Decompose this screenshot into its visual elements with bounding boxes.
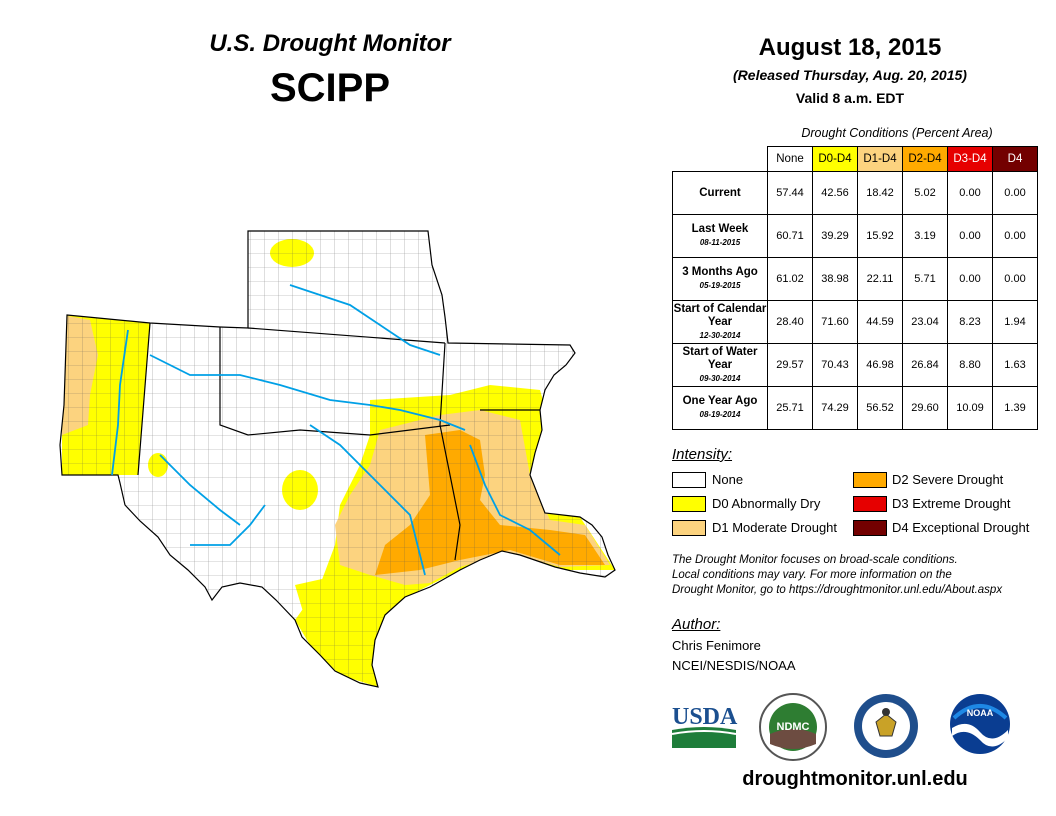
legend-label-d3: D3 Extreme Drought — [892, 496, 1011, 511]
table-cell: 0.00 — [947, 171, 993, 215]
table-row: Last Week 08-11-2015 60.71 39.29 15.92 3.… — [672, 214, 1038, 258]
legend-label-d0: D0 Abnormally Dry — [712, 496, 821, 511]
table-cell: 60.71 — [767, 214, 813, 258]
table-cell: 1.39 — [992, 386, 1038, 430]
table-cell: 25.71 — [767, 386, 813, 430]
col-header-none: None — [767, 146, 813, 172]
table-cell: 70.43 — [812, 343, 858, 387]
table-cell: 0.00 — [992, 257, 1038, 301]
table-cell: 0.00 — [992, 214, 1038, 258]
svg-text:USDA: USDA — [672, 704, 738, 730]
table-cell: 61.02 — [767, 257, 813, 301]
table-cell: 22.11 — [857, 257, 903, 301]
usda-logo: USDA — [671, 704, 738, 748]
table-cell: 0.00 — [992, 171, 1038, 215]
svg-text:NDMC: NDMC — [777, 721, 810, 733]
col-header-d0-d4: D0-D4 — [812, 146, 858, 172]
table-cell: 10.09 — [947, 386, 993, 430]
col-header-d2-d4: D2-D4 — [902, 146, 948, 172]
legend-swatch-d4 — [853, 520, 887, 536]
table-cell: 1.63 — [992, 343, 1038, 387]
table-cell: 1.94 — [992, 300, 1038, 344]
valid-time: Valid 8 a.m. EDT — [795, 90, 905, 106]
release-date: (Released Thursday, Aug. 20, 2015) — [733, 67, 967, 83]
noaa-logo: NOAA — [950, 694, 1010, 754]
table-cell: 74.29 — [812, 386, 858, 430]
ndmc-logo: NDMC — [759, 693, 827, 761]
map-date: August 18, 2015 — [758, 34, 942, 61]
note-line: Drought Monitor, go to https://droughtmo… — [672, 584, 1003, 596]
table-cell: 5.71 — [902, 257, 948, 301]
table-cell: 23.04 — [902, 300, 948, 344]
author-label: Author: — [672, 616, 721, 633]
legend-swatch-d1 — [672, 520, 706, 536]
svg-text:NOAA: NOAA — [967, 708, 994, 718]
row-label-start-of-calendar-year: Start of Calendar Year 12-30-2014 — [672, 300, 768, 344]
table-row: 3 Months Ago 05-19-2015 61.02 38.98 22.11… — [672, 257, 1038, 301]
table-cell: 26.84 — [902, 343, 948, 387]
table-header-row: None D0-D4 D1-D4 D2-D4 D3-D4 D4 — [673, 146, 1038, 172]
table-cell: 57.44 — [767, 171, 813, 215]
table-row: Start of Water Year 09-30-2014 29.57 70.4… — [672, 343, 1038, 387]
table-caption: Drought Conditions (Percent Area) — [801, 126, 993, 140]
col-header-d3-d4: D3-D4 — [947, 146, 993, 172]
legend-label-d4: D4 Exceptional Drought — [892, 520, 1030, 535]
doc-seal-logo — [854, 694, 918, 758]
table-cell: 56.52 — [857, 386, 903, 430]
table-cell: 29.57 — [767, 343, 813, 387]
legend-title: Intensity: — [672, 446, 733, 463]
table-cell: 42.56 — [812, 171, 858, 215]
row-label-last-week: Last Week 08-11-2015 — [672, 214, 768, 258]
table-cell: 44.59 — [857, 300, 903, 344]
table-cell: 0.00 — [947, 214, 993, 258]
table-header-blank — [673, 147, 768, 172]
table-row: Current 57.44 42.56 18.42 5.02 0.00 0.00 — [672, 171, 1038, 215]
table-cell: 38.98 — [812, 257, 858, 301]
table-cell: 28.40 — [767, 300, 813, 344]
row-label-start-of-water-year: Start of Water Year 09-30-2014 — [672, 343, 768, 387]
table-row: One Year Ago 08-19-2014 25.71 74.29 56.52… — [672, 386, 1038, 430]
table-cell: 8.80 — [947, 343, 993, 387]
row-label-3-months-ago: 3 Months Ago 05-19-2015 — [672, 257, 768, 301]
table-cell: 5.02 — [902, 171, 948, 215]
website-link[interactable]: droughtmonitor.unl.edu — [742, 768, 968, 790]
author-name: Chris Fenimore — [672, 638, 761, 653]
map-title: U.S. Drought Monitor — [209, 30, 451, 57]
state-boundaries — [137, 322, 540, 561]
legend-label-none: None — [712, 472, 744, 487]
legend-swatch-none — [672, 472, 706, 488]
table-row: Start of Calendar Year 12-30-2014 28.40 7… — [672, 300, 1038, 344]
drought-map — [59, 230, 616, 688]
legend-swatch-d0 — [672, 496, 706, 512]
table-cell: 39.29 — [812, 214, 858, 258]
note-line: Local conditions may vary. For more info… — [672, 569, 952, 581]
legend-swatch-d3 — [853, 496, 887, 512]
disclaimer-note: The Drought Monitor focuses on broad-sca… — [672, 553, 1052, 598]
region-title: SCIPP — [269, 66, 391, 110]
drought-conditions-table: None D0-D4 D1-D4 D2-D4 D3-D4 D4 Current … — [672, 146, 1038, 430]
col-header-d1-d4: D1-D4 — [857, 146, 903, 172]
table-cell: 46.98 — [857, 343, 903, 387]
table-cell: 71.60 — [812, 300, 858, 344]
table-cell: 3.19 — [902, 214, 948, 258]
table-cell: 15.92 — [857, 214, 903, 258]
rivers — [111, 284, 561, 576]
table-cell: 29.60 — [902, 386, 948, 430]
legend-label-d1: D1 Moderate Drought — [712, 520, 838, 535]
table-cell: 18.42 — [857, 171, 903, 215]
row-label-one-year-ago: One Year Ago 08-19-2014 — [672, 386, 768, 430]
legend-swatch-d2 — [853, 472, 887, 488]
author-org: NCEI/NESDIS/NOAA — [672, 658, 796, 673]
table-cell: 8.23 — [947, 300, 993, 344]
note-line: The Drought Monitor focuses on broad-sca… — [672, 554, 958, 566]
row-label-current: Current — [672, 171, 768, 215]
legend-label-d2: D2 Severe Drought — [892, 472, 1004, 487]
table-cell: 0.00 — [947, 257, 993, 301]
col-header-d4: D4 — [992, 146, 1038, 172]
